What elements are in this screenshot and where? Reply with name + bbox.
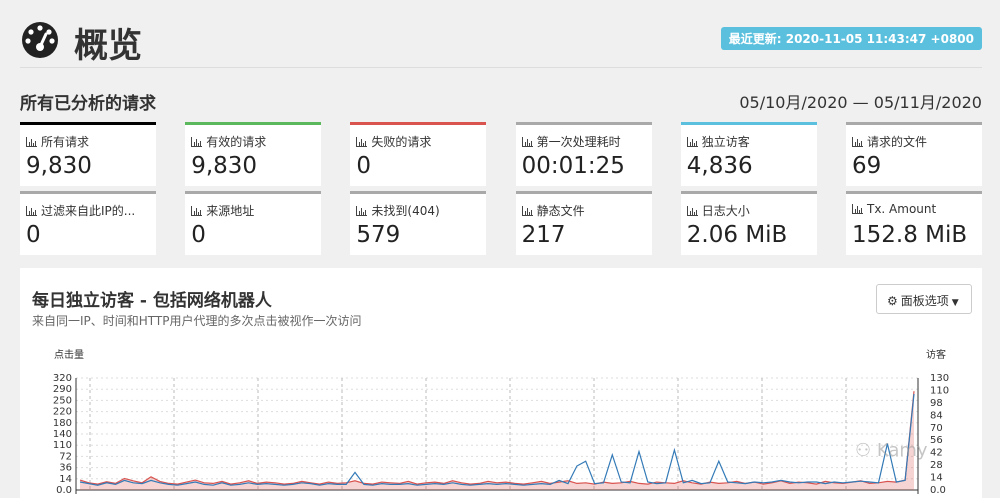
y-axis-title-left: 点击量 bbox=[54, 349, 84, 361]
stat-card-value: 69 bbox=[852, 153, 882, 179]
stat-card-value: 9,830 bbox=[26, 153, 92, 179]
y-axis-title-right: 访客 bbox=[926, 348, 946, 361]
stat-card-value: 152.8 MiB bbox=[852, 222, 968, 248]
series-area-hits bbox=[80, 391, 914, 490]
stat-card: 过滤来自此IP的... 0 bbox=[20, 191, 156, 255]
bar-chart-icon bbox=[686, 137, 698, 147]
stat-card: 独立访客 4,836 bbox=[680, 122, 817, 186]
panel-options-label: 面板选项 bbox=[900, 294, 949, 308]
bar-chart-icon bbox=[852, 137, 863, 147]
stat-card-value: 0 bbox=[356, 153, 372, 179]
stat-card-label: 第一次处理耗时 bbox=[521, 133, 650, 150]
stat-card: 静态文件 217 bbox=[515, 191, 652, 255]
bar-chart-icon bbox=[356, 137, 368, 147]
right-tick-label: 84 bbox=[930, 410, 943, 421]
stat-card-value: 2.06 MiB bbox=[686, 222, 788, 248]
stat-card-label: 所有请求 bbox=[26, 133, 154, 150]
bar-chart-icon bbox=[686, 206, 698, 216]
stat-card-label: Tx. Amount bbox=[852, 202, 980, 216]
stat-card: 请求的文件 69 bbox=[846, 122, 982, 186]
stat-card-label: 日志大小 bbox=[686, 202, 815, 219]
bar-chart-icon bbox=[26, 206, 37, 216]
right-tick-label: 70 bbox=[930, 423, 943, 434]
stat-card: 未找到(404) 579 bbox=[350, 191, 487, 255]
date-range: 05/10月/2020 — 05/11月/2020 bbox=[739, 93, 982, 112]
right-tick-label: 130 bbox=[930, 373, 949, 384]
watermark: ⚇ Kamy bbox=[855, 440, 928, 461]
header: 概览 最近更新: 2020-11-05 11:43:47 +0800 bbox=[20, 14, 982, 66]
header-divider bbox=[20, 67, 982, 68]
stat-card: 有效的请求 9,830 bbox=[185, 122, 322, 186]
left-tick-label: 290 bbox=[53, 384, 72, 395]
stat-card-value: 9,830 bbox=[191, 153, 258, 179]
right-tick-label: 42 bbox=[930, 448, 943, 459]
right-tick-label: 110 bbox=[930, 385, 949, 396]
series-line-visitors bbox=[79, 393, 915, 486]
bar-chart-icon bbox=[191, 206, 203, 216]
visitors-chart: 点击量 访客0.01436721101401802202502903200.014… bbox=[53, 348, 949, 496]
last-updated-badge: 最近更新: 2020-11-05 11:43:47 +0800 bbox=[720, 27, 982, 50]
right-tick-label: 0.0 bbox=[930, 485, 946, 496]
stat-cards: 所有请求 9,830 有效的请求 9,830 失败的请求 0 第一次处理耗时 00:01:25… bbox=[20, 122, 982, 258]
stat-card-label: 未找到(404) bbox=[356, 202, 484, 219]
stat-card-value: 00:01:25 bbox=[521, 153, 625, 179]
stat-card-label: 过滤来自此IP的... bbox=[26, 202, 154, 219]
panel-subtitle: 来自同一IP、时间和HTTP用户代理的多次点击被视作一次访问 bbox=[32, 314, 362, 328]
stat-card-label: 静态文件 bbox=[521, 202, 650, 219]
bar-chart-icon bbox=[191, 137, 203, 147]
caret-down-icon: ▼ bbox=[951, 298, 959, 308]
stat-card-value: 217 bbox=[521, 222, 566, 248]
bar-chart-icon bbox=[852, 204, 863, 214]
page-title: 概览 bbox=[74, 26, 142, 66]
bar-chart-icon bbox=[26, 137, 37, 147]
stat-card-value: 0 bbox=[26, 222, 41, 248]
panel-options-button[interactable]: ⚙ 面板选项 ▼ bbox=[876, 284, 972, 314]
stat-card: 第一次处理耗时 00:01:25 bbox=[515, 122, 652, 186]
dashboard-gauge-icon bbox=[22, 22, 58, 58]
left-tick-label: 72 bbox=[59, 451, 72, 462]
left-tick-label: 140 bbox=[53, 429, 72, 440]
bar-chart-icon bbox=[521, 206, 533, 216]
left-tick-label: 36 bbox=[59, 463, 72, 474]
stat-card: 所有请求 9,830 bbox=[20, 122, 156, 186]
stat-card-label: 独立访客 bbox=[686, 133, 815, 150]
right-tick-label: 56 bbox=[930, 435, 943, 446]
panel-title: 每日独立访客 - 包括网络机器人 bbox=[32, 291, 272, 311]
left-tick-label: 110 bbox=[53, 440, 72, 451]
stat-card: Tx. Amount 152.8 MiB bbox=[846, 191, 982, 255]
series-line-hits bbox=[79, 391, 915, 485]
stat-card-value: 4,836 bbox=[686, 153, 753, 179]
left-tick-label: 250 bbox=[53, 395, 72, 406]
bar-chart-icon bbox=[356, 206, 368, 216]
stat-card-label: 请求的文件 bbox=[852, 133, 980, 150]
section-title: 所有已分析的请求 bbox=[20, 94, 156, 114]
left-tick-label: 220 bbox=[53, 407, 72, 418]
left-tick-label: 0.0 bbox=[56, 485, 72, 496]
bar-chart-icon bbox=[521, 137, 533, 147]
stat-card-label: 有效的请求 bbox=[191, 133, 319, 150]
stat-card: 失败的请求 0 bbox=[350, 122, 487, 186]
stat-card: 日志大小 2.06 MiB bbox=[680, 191, 817, 255]
right-tick-label: 98 bbox=[930, 398, 943, 409]
left-tick-label: 320 bbox=[53, 373, 72, 384]
right-tick-label: 28 bbox=[930, 460, 943, 471]
left-tick-label: 14 bbox=[59, 474, 72, 485]
stat-card-label: 失败的请求 bbox=[356, 133, 484, 150]
right-tick-label: 14 bbox=[930, 473, 943, 484]
stat-card-value: 0 bbox=[191, 222, 206, 248]
stat-card: 来源地址 0 bbox=[185, 191, 322, 255]
stat-card-label: 来源地址 bbox=[191, 202, 319, 219]
stat-card-value: 579 bbox=[356, 222, 401, 248]
unique-visitors-panel: 每日独立访客 - 包括网络机器人 来自同一IP、时间和HTTP用户代理的多次点击… bbox=[20, 268, 982, 498]
left-tick-label: 180 bbox=[53, 418, 72, 429]
gear-icon: ⚙ bbox=[887, 294, 898, 308]
